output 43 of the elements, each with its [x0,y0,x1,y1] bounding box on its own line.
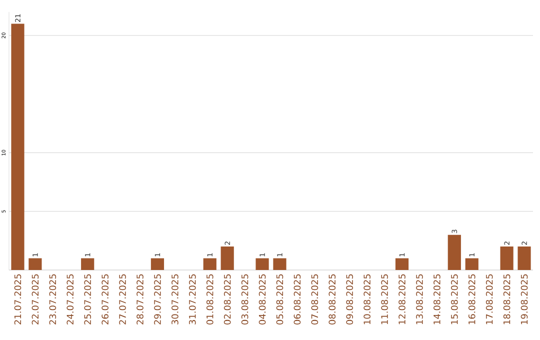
x-tick-label: 15.08.2025 [451,274,458,324]
bar [150,258,164,270]
bar [500,246,514,270]
x-tick-label: 19.08.2025 [520,274,528,324]
x-tick-label: 22.07.2025 [32,274,39,324]
x-tick-label: 25.07.2025 [84,274,92,324]
x-tick-label: 08.08.2025 [328,274,336,324]
bar [220,246,234,270]
x-tick-label: 23.07.2025 [49,274,56,324]
x-tick-label: 21.07.2025 [14,274,22,324]
x-tick-label: 14.08.2025 [434,274,440,324]
x-tick-label: 02.08.2025 [224,274,231,324]
x-tick-label: 01.08.2025 [206,274,214,324]
x-tick-label: 04.08.2025 [258,274,266,324]
x-tick-label: 05.08.2025 [276,274,284,324]
bar [465,258,478,270]
bar [448,234,461,270]
x-tick-label: 30.07.2025 [172,274,178,324]
bar [395,258,409,270]
bar [273,258,286,270]
x-tick-label: 24.07.2025 [66,274,74,324]
bar [518,246,531,270]
x-tick-label: 12.08.2025 [398,274,406,324]
bar [256,258,269,270]
x-tick-label: 03.08.2025 [241,274,248,324]
x-tick-label: 06.08.2025 [294,274,301,324]
x-tick-label: 11.08.2025 [381,274,388,324]
x-tick-label: 13.08.2025 [416,274,423,324]
bar [28,258,42,270]
x-tick-label: 16.08.2025 [468,274,476,324]
x-tick-label: 17.08.2025 [486,274,493,324]
bar [81,258,94,270]
x-tick-label: 18.08.2025 [503,274,510,324]
x-tick-label: 31.07.2025 [188,274,196,324]
x-tick-label: 09.08.2025 [346,274,354,324]
x-tick-label: 10.08.2025 [364,274,370,324]
x-tick-label: 29.07.2025 [154,274,161,324]
bar [11,24,24,270]
x-tick-label: 27.07.2025 [119,274,126,324]
x-tick-label: 07.08.2025 [311,274,318,324]
x-tick-label: 26.07.2025 [102,274,108,324]
x-tick-label: 28.07.2025 [136,274,144,324]
bar [203,258,216,270]
